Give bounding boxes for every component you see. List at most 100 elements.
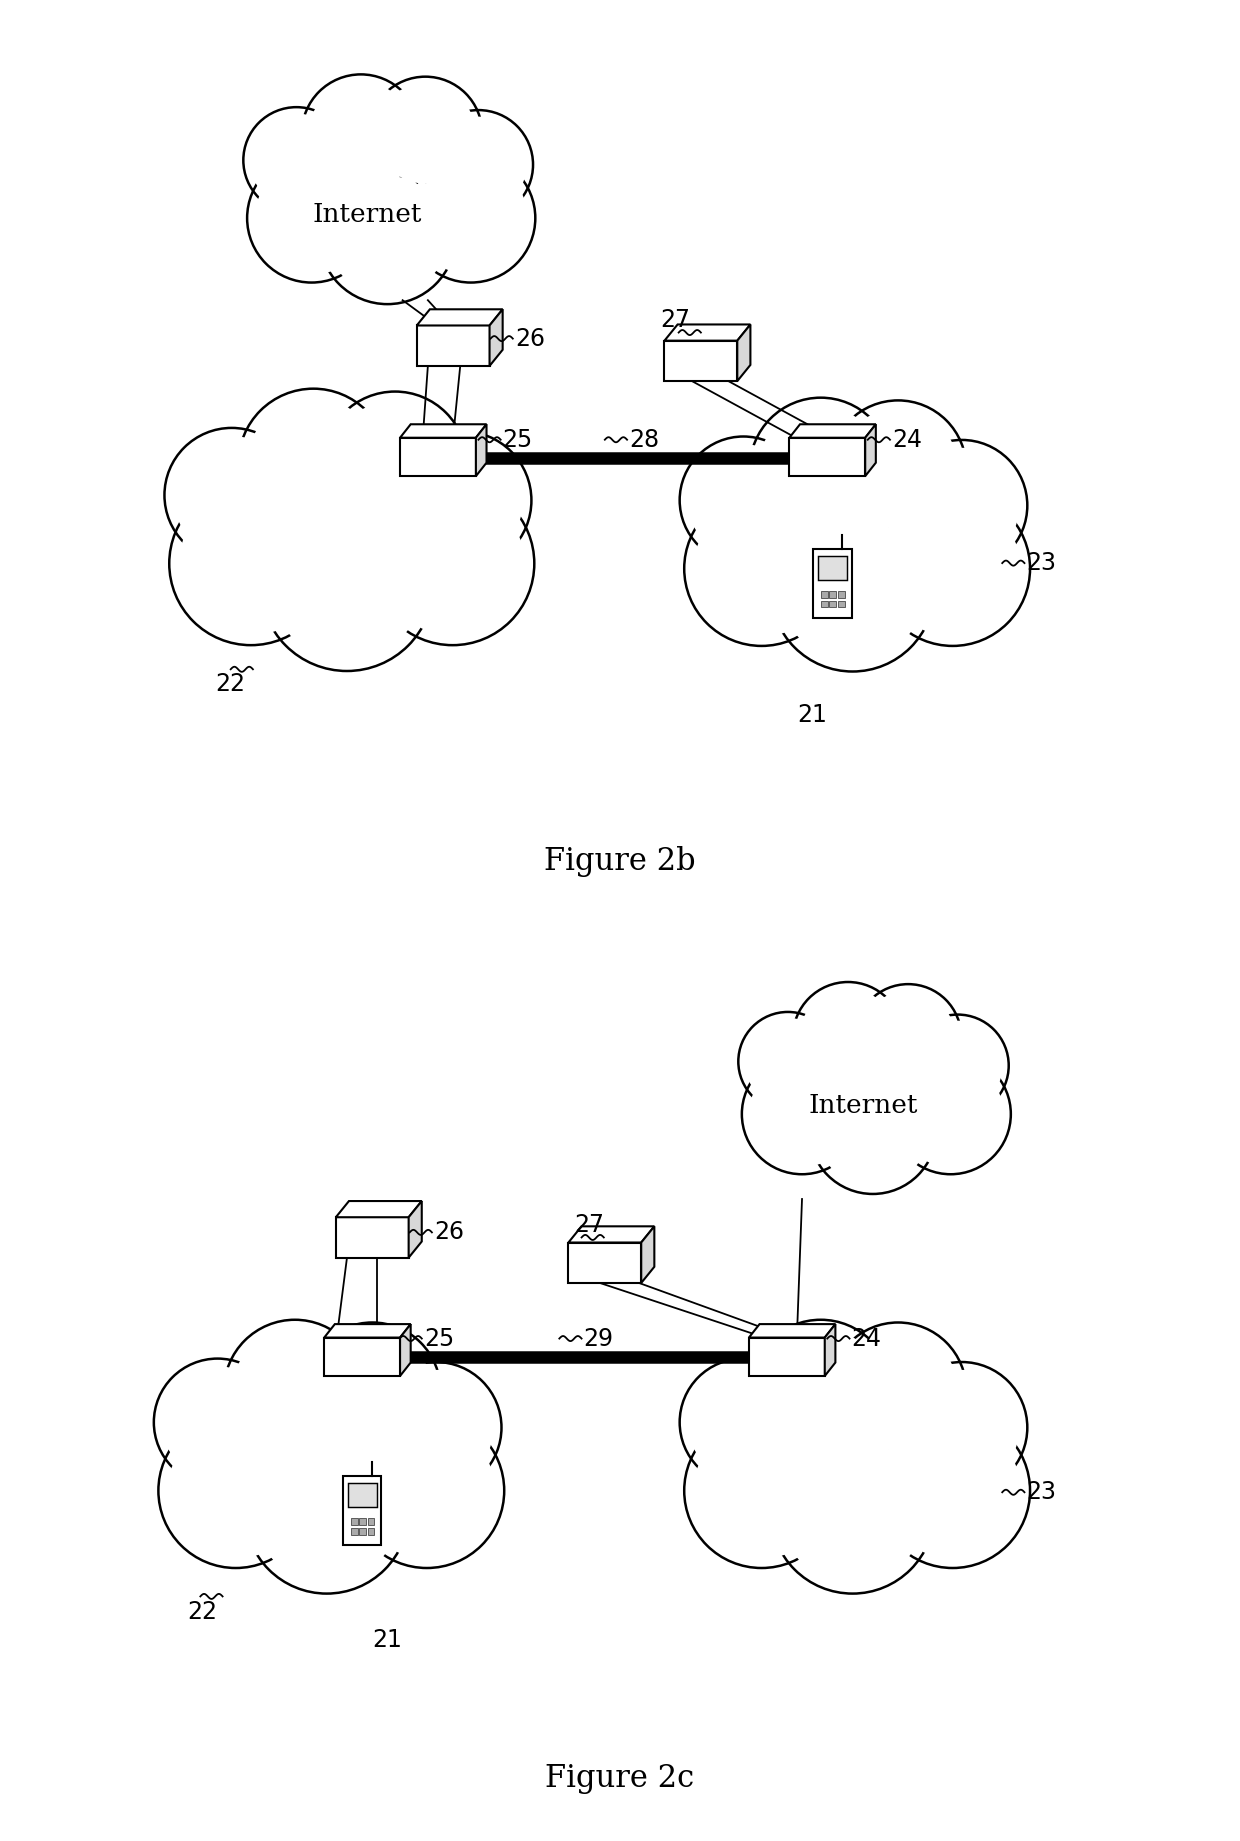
Bar (351, 1519, 357, 1524)
Text: 22: 22 (216, 672, 246, 696)
Circle shape (224, 1320, 366, 1462)
Circle shape (750, 398, 892, 539)
Circle shape (792, 981, 903, 1092)
Circle shape (327, 175, 448, 296)
Circle shape (381, 492, 525, 635)
Text: 25: 25 (424, 1327, 454, 1351)
Bar (343, 1476, 382, 1545)
Circle shape (312, 1331, 433, 1451)
Circle shape (808, 1066, 936, 1195)
Circle shape (172, 436, 291, 554)
Circle shape (906, 1014, 1008, 1116)
Polygon shape (336, 1217, 409, 1257)
Circle shape (680, 436, 807, 563)
Circle shape (393, 431, 532, 569)
Circle shape (817, 1073, 929, 1186)
Polygon shape (401, 1324, 410, 1375)
Circle shape (270, 508, 423, 661)
Bar (351, 1528, 357, 1535)
Text: 21: 21 (797, 703, 827, 727)
Bar (367, 1519, 374, 1524)
Circle shape (368, 77, 482, 190)
Text: Internet: Internet (312, 203, 422, 226)
Bar (838, 600, 844, 608)
Circle shape (414, 162, 527, 274)
Polygon shape (417, 326, 490, 366)
Polygon shape (749, 1324, 836, 1338)
Circle shape (430, 116, 527, 214)
Circle shape (169, 482, 332, 644)
Circle shape (371, 1362, 501, 1493)
Circle shape (407, 153, 536, 282)
Circle shape (322, 392, 467, 536)
Circle shape (161, 1366, 274, 1478)
Circle shape (371, 482, 534, 644)
Text: 27: 27 (574, 1213, 604, 1237)
Circle shape (898, 1060, 1003, 1167)
Circle shape (884, 501, 1021, 637)
Circle shape (165, 427, 299, 562)
Text: 26: 26 (434, 1221, 464, 1245)
Circle shape (304, 1322, 440, 1460)
Circle shape (248, 398, 379, 530)
Polygon shape (825, 1324, 836, 1375)
Polygon shape (324, 1324, 410, 1338)
Circle shape (742, 1053, 862, 1175)
Circle shape (154, 1359, 281, 1486)
Bar (360, 1519, 366, 1524)
Circle shape (749, 1060, 854, 1167)
Polygon shape (324, 1338, 401, 1375)
Polygon shape (409, 1200, 422, 1257)
Circle shape (890, 1053, 1011, 1175)
Polygon shape (568, 1243, 641, 1283)
Circle shape (402, 440, 523, 562)
Circle shape (167, 1423, 304, 1559)
Circle shape (780, 517, 925, 661)
Circle shape (875, 492, 1030, 646)
Bar (838, 591, 844, 598)
Polygon shape (401, 438, 476, 477)
Bar (347, 1484, 377, 1508)
Circle shape (750, 1320, 892, 1462)
Bar (813, 549, 852, 619)
Circle shape (159, 1414, 312, 1569)
Bar (830, 600, 836, 608)
Bar (360, 1528, 366, 1535)
Text: 24: 24 (852, 1327, 882, 1351)
Circle shape (358, 1423, 495, 1559)
Circle shape (830, 1322, 966, 1460)
Circle shape (838, 409, 959, 528)
Bar (817, 556, 847, 580)
Circle shape (249, 114, 343, 206)
Circle shape (301, 74, 420, 193)
Circle shape (738, 1013, 837, 1112)
Circle shape (687, 444, 800, 556)
Circle shape (350, 1414, 505, 1569)
Circle shape (255, 162, 368, 274)
Circle shape (744, 1018, 832, 1105)
Circle shape (247, 153, 376, 282)
Circle shape (838, 1331, 959, 1451)
Bar (821, 591, 828, 598)
Polygon shape (490, 309, 502, 366)
Circle shape (875, 1414, 1030, 1569)
Circle shape (238, 388, 388, 539)
Polygon shape (866, 423, 875, 477)
Circle shape (897, 1362, 1027, 1493)
Circle shape (179, 492, 322, 635)
Bar (367, 1528, 374, 1535)
Circle shape (684, 1414, 839, 1569)
Text: Internet: Internet (808, 1094, 918, 1119)
Circle shape (771, 1430, 935, 1594)
Text: Figure 2c: Figure 2c (546, 1764, 694, 1793)
Text: 29: 29 (584, 1327, 614, 1351)
Polygon shape (476, 423, 486, 477)
Circle shape (897, 440, 1027, 571)
Circle shape (780, 1440, 925, 1583)
Polygon shape (568, 1226, 655, 1243)
Circle shape (243, 107, 350, 214)
Circle shape (904, 1370, 1019, 1486)
Circle shape (693, 501, 830, 637)
Polygon shape (417, 309, 502, 326)
Text: Figure 2b: Figure 2b (544, 845, 696, 876)
